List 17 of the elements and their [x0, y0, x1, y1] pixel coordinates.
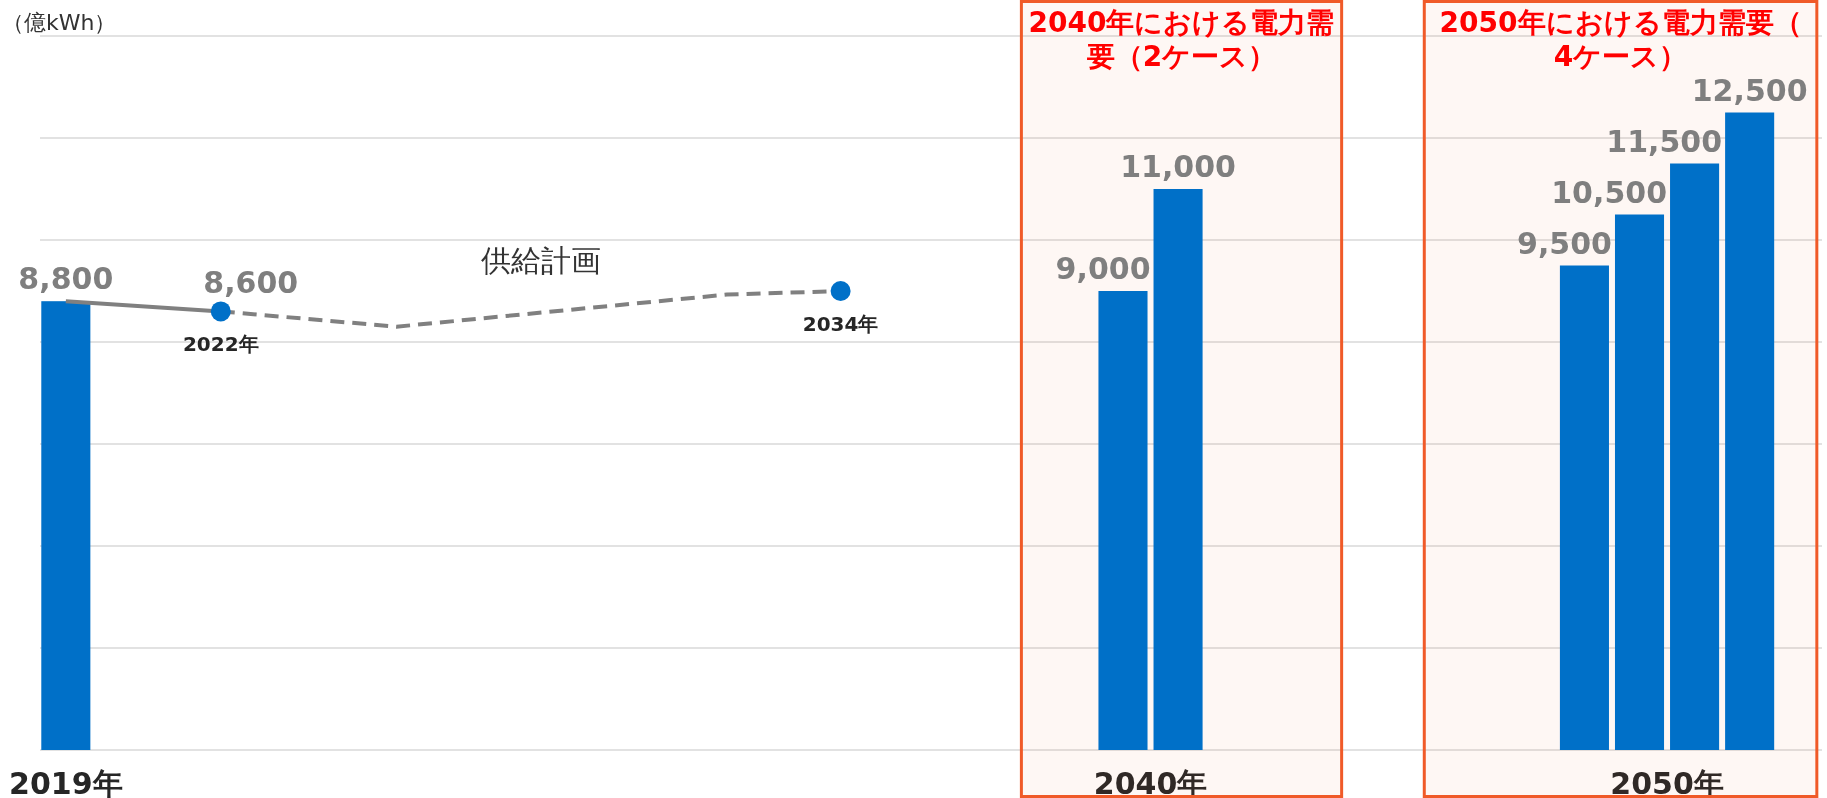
data-label: 10,500: [1551, 174, 1668, 210]
x-tick-label: 2050年: [1610, 766, 1724, 798]
x-tick-label: 2040年: [1093, 766, 1208, 798]
data-label: 8,600: [203, 265, 299, 301]
annotation: 2034年: [802, 312, 879, 336]
series-label: 供給計画: [480, 243, 601, 278]
data-label: 9,500: [1517, 225, 1612, 261]
band-label: 2040年における電力需要（2ケース）: [1028, 6, 1335, 73]
annotation: 2022年: [182, 332, 259, 357]
data-label: 8,800: [18, 261, 114, 297]
band-label: 2050年における電力需要（4ケース）: [1439, 6, 1802, 73]
data-label: 12,500: [1691, 72, 1808, 108]
x-tick-label: 2019年: [9, 766, 123, 798]
data-label: 9,000: [1055, 251, 1151, 286]
data-label: 11,000: [1120, 149, 1236, 184]
y-axis-title: （億kWh）: [2, 10, 117, 35]
data-label: 11,500: [1606, 123, 1723, 159]
